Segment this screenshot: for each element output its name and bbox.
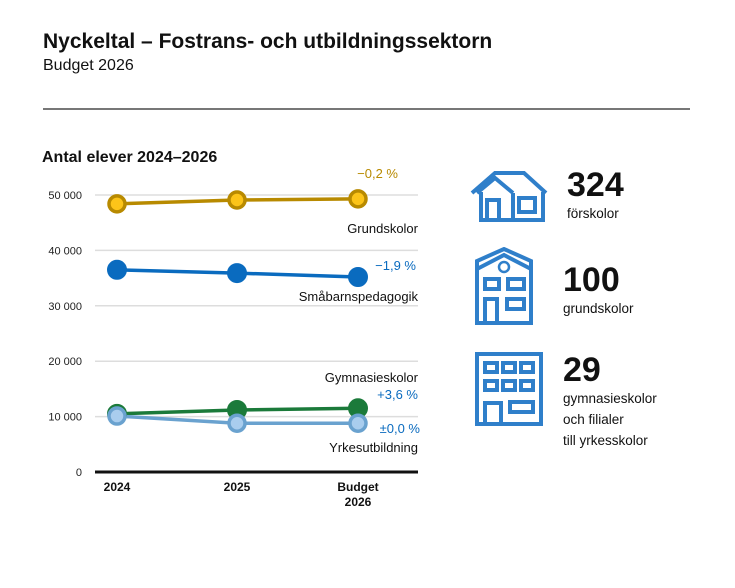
series-label: Småbarnspedagogik bbox=[299, 289, 419, 304]
y-tick-label: 10 000 bbox=[48, 412, 82, 424]
series-label: Yrkesutbildning bbox=[329, 440, 418, 455]
stat-label: och filialer bbox=[563, 412, 624, 427]
divider bbox=[43, 108, 690, 110]
change-label: +3,6 % bbox=[377, 387, 418, 402]
change-label: ±0,0 % bbox=[380, 421, 421, 436]
x-tick-label: Budget bbox=[337, 480, 378, 494]
data-point bbox=[348, 189, 368, 209]
stat-preschools: 324 förskolor bbox=[567, 167, 624, 224]
stat-label: till yrkesskolor bbox=[563, 433, 648, 448]
data-point bbox=[227, 413, 247, 433]
change-label: −1,9 % bbox=[375, 258, 416, 273]
data-point bbox=[107, 406, 127, 426]
stat-label: gymnasieskolor bbox=[563, 391, 657, 406]
data-point bbox=[227, 190, 247, 210]
building-icon bbox=[475, 352, 543, 426]
y-tick-label: 50 000 bbox=[48, 190, 82, 202]
data-point bbox=[348, 266, 368, 287]
stat-value: 100 bbox=[563, 261, 620, 299]
series-label: Grundskolor bbox=[347, 221, 418, 236]
house-icon bbox=[470, 171, 548, 222]
y-tick-label: 30 000 bbox=[48, 301, 82, 313]
page-title: Nyckeltal – Fostrans- och utbildningssek… bbox=[43, 30, 493, 53]
series-label: Gymnasieskolor bbox=[325, 370, 419, 385]
data-point bbox=[107, 194, 127, 214]
data-point bbox=[348, 413, 368, 433]
stat-upper-secondary: 29 gymnasieskolor och filialer till yrke… bbox=[563, 352, 657, 451]
stat-label: grundskolor bbox=[563, 301, 634, 316]
data-point bbox=[107, 259, 127, 280]
page-subtitle: Budget 2026 bbox=[43, 57, 134, 74]
x-tick-label: 2024 bbox=[104, 480, 131, 494]
x-tick-label: 2025 bbox=[224, 480, 251, 494]
x-tick-label: 2026 bbox=[345, 495, 372, 509]
y-tick-label: 40 000 bbox=[48, 245, 82, 257]
stat-primary-schools: 100 grundskolor bbox=[563, 262, 634, 319]
y-tick-label: 20 000 bbox=[48, 356, 82, 368]
data-point bbox=[227, 263, 247, 284]
stat-label: förskolor bbox=[567, 206, 619, 221]
stat-value: 324 bbox=[567, 166, 624, 204]
school-clock-icon bbox=[475, 247, 533, 325]
y-tick-label: 0 bbox=[76, 467, 82, 479]
stat-value: 29 bbox=[563, 351, 601, 389]
change-label: −0,2 % bbox=[357, 166, 398, 181]
chart-title: Antal elever 2024–2026 bbox=[42, 149, 218, 166]
